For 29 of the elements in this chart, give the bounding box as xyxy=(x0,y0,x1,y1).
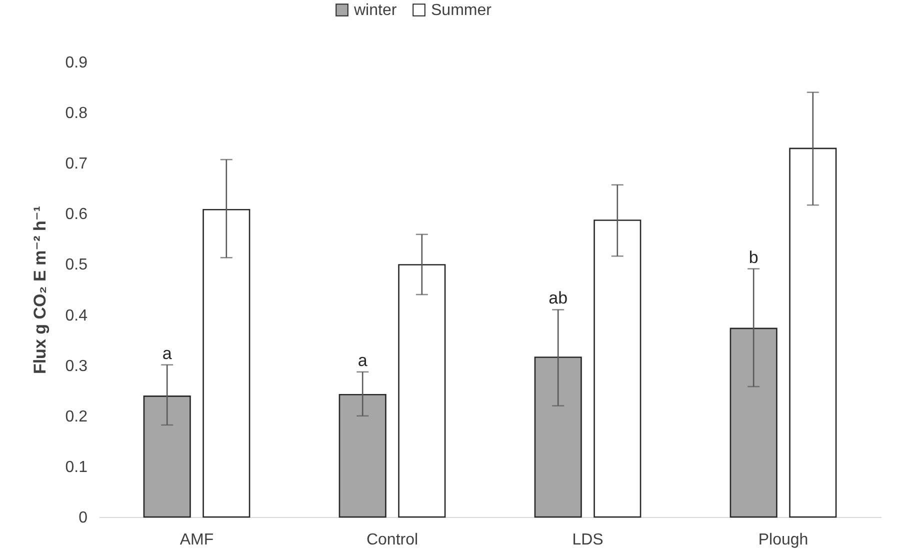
bar xyxy=(789,148,837,518)
y-tick-label: 0 xyxy=(78,510,88,526)
y-tick-label: 0.3 xyxy=(65,358,88,375)
y-tick-label: 0.8 xyxy=(65,105,88,122)
x-tick-label: Plough xyxy=(758,532,808,548)
x-tick-label: LDS xyxy=(572,532,604,548)
bar xyxy=(398,264,446,518)
y-tick-label: 0.4 xyxy=(65,307,88,324)
annotation: a xyxy=(358,350,368,370)
y-tick-label: 0.7 xyxy=(65,156,88,173)
y-tick-label: 0.6 xyxy=(65,206,88,224)
annotation: b xyxy=(748,248,758,267)
y-axis-title: Flux g CO₂ E m⁻² h⁻¹ xyxy=(30,206,50,374)
y-tick-label: 0.2 xyxy=(65,408,88,426)
bar xyxy=(534,356,582,518)
bar xyxy=(594,220,642,518)
bar xyxy=(202,208,250,518)
legend-label: Summer xyxy=(431,2,492,19)
y-tick-label: 0.1 xyxy=(65,458,88,476)
y-tick-label: 0.9 xyxy=(65,54,88,72)
bar xyxy=(338,394,386,518)
annotation: ab xyxy=(548,288,568,308)
x-tick-label: Control xyxy=(366,532,418,548)
y-tick-label: 0.5 xyxy=(65,256,88,274)
legend-label: winter xyxy=(353,2,398,19)
annotation: a xyxy=(162,344,172,363)
bar xyxy=(730,328,778,518)
x-tick-label: AMF xyxy=(180,532,214,548)
bar xyxy=(143,396,191,518)
